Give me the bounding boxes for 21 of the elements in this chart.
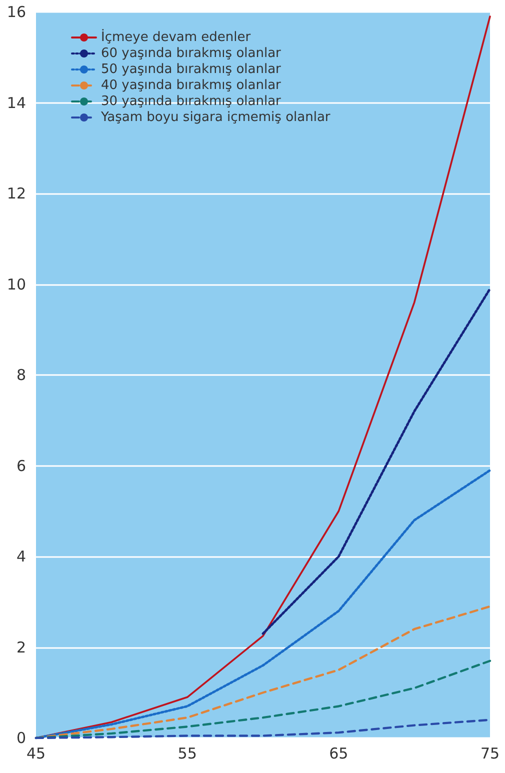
- legend-label: 50 yaşında bırakmış olanlar: [101, 62, 282, 77]
- y-tick-label: 10: [6, 275, 26, 294]
- legend-label: 60 yaşında bırakmış olanlar: [101, 46, 282, 61]
- legend-label: İçmeye devam edenler: [101, 29, 252, 45]
- y-tick-label: 6: [16, 456, 26, 475]
- y-tick-label: 8: [16, 366, 26, 384]
- line-series: [34, 469, 492, 740]
- y-tick-label: 2: [16, 638, 26, 656]
- line-series: [262, 288, 492, 635]
- legend-label: 40 yaşında bırakmış olanlar: [101, 78, 282, 93]
- y-tick-label: 0: [16, 729, 26, 747]
- x-tick-label: 65: [329, 744, 348, 762]
- x-tick-label: 55: [178, 744, 197, 762]
- y-tick-label: 12: [6, 184, 26, 202]
- line-series: [34, 605, 492, 740]
- x-tick-label: 75: [480, 744, 500, 762]
- y-tick-label: 16: [6, 3, 26, 21]
- x-tick-label: 45: [26, 744, 46, 762]
- y-tick-label: 14: [6, 94, 26, 112]
- y-tick-label: 4: [16, 548, 26, 566]
- legend-label: Yaşam boyu sigara içmemiş olanlar: [100, 110, 331, 125]
